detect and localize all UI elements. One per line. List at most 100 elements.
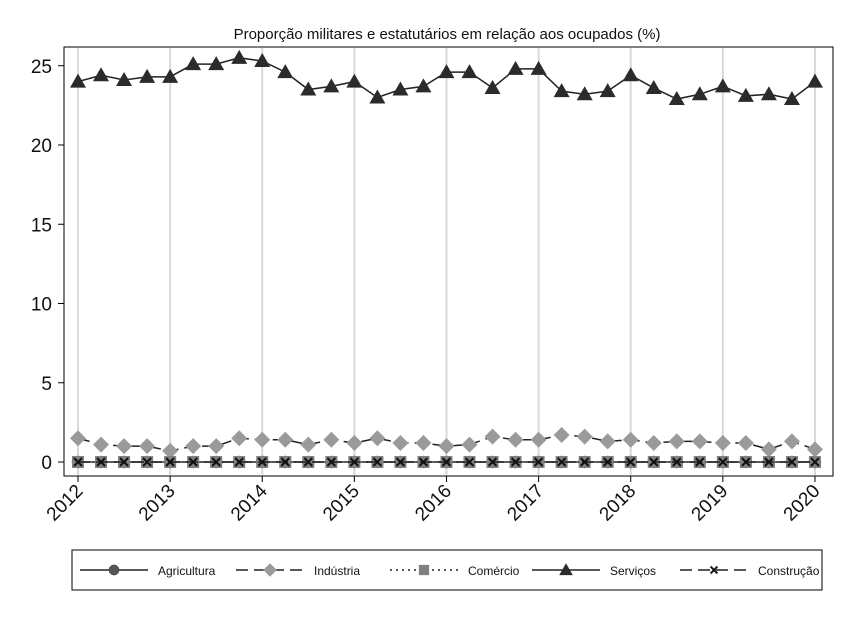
data-point [254,431,271,448]
data-point [783,433,800,450]
data-point [234,457,244,467]
data-point [622,431,639,448]
data-point [764,457,774,467]
data-point [441,457,452,467]
legend-label: Comércio [468,564,520,578]
legend-label: Serviços [610,564,656,578]
data-point [139,68,156,83]
y-tick-label: 10 [31,295,52,316]
legend-marker [108,564,120,576]
data-point [392,81,409,96]
data-point [70,430,86,447]
x-tick-label: 2017 [503,481,548,526]
data-point [116,72,133,87]
legend-item: Construção [680,564,820,578]
data-point [691,433,708,450]
legend: Agricultura Indústria Comércio Serviços Cons… [71,549,823,591]
data-point [484,79,501,94]
data-point [323,431,340,448]
data-point [672,457,682,467]
data-point [649,457,659,467]
legend-marker [418,564,430,576]
series-construção [73,457,820,467]
data-point [418,457,429,467]
data-point [510,457,521,467]
data-point [760,86,777,101]
series-indústria [70,427,823,459]
data-point [142,457,152,467]
legend-item: Indústria [236,563,360,578]
data-point [576,86,593,101]
data-point [556,457,567,467]
x-tick-label: 2012 [43,481,88,526]
data-point [185,438,202,455]
data-point [349,457,360,467]
data-point [415,434,432,451]
data-point [395,457,406,467]
data-point [787,457,797,467]
data-point [277,64,294,79]
data-point [714,434,731,451]
x-tick-label: 2014 [227,480,272,525]
legend-marker [263,563,277,577]
x-tick-label: 2019 [688,481,733,526]
data-point [737,87,754,102]
data-point [714,78,731,93]
data-point [415,78,432,93]
data-point [231,49,248,64]
data-point [783,91,800,106]
data-point [438,64,455,79]
data-point [602,457,613,467]
data-point [303,457,314,467]
data-point [530,431,547,448]
x-tick-label: 2015 [319,481,364,526]
data-point [507,431,524,448]
legend-label: Construção [758,564,820,578]
x-tick-label: 2013 [135,481,180,526]
data-point [372,457,383,467]
data-point [438,438,455,455]
series-serviços [70,49,823,106]
x-axis: 2012 2013 2014 2015 2016 2017 2018 2019 2020 [43,476,825,526]
data-point [392,434,409,451]
data-point [668,91,685,106]
y-tick-label: 20 [31,136,52,157]
data-point [93,67,110,82]
data-point [645,79,662,94]
x-tick-label: 2016 [411,481,456,526]
data-point [576,428,593,445]
data-point [645,434,662,451]
data-point [806,73,823,88]
data-point [599,83,616,98]
data-point [484,428,501,445]
data-point [300,436,317,453]
data-point [73,457,83,467]
data-point [326,457,337,467]
data-point [507,60,524,75]
data-point [93,436,110,453]
legend-box [71,549,823,591]
data-point [96,457,106,467]
data-point [346,73,363,88]
data-point [530,60,547,75]
data-point [116,438,133,455]
data-point [487,457,498,467]
data-point [737,434,754,451]
x-tick-label: 2020 [780,481,825,526]
y-tick-label: 25 [31,57,52,78]
data-point [806,441,823,458]
data-point [741,457,751,467]
data-point [254,52,271,67]
data-point [70,73,86,88]
legend-marker [559,563,573,576]
data-point [208,438,225,455]
legend-item: Agricultura [80,564,216,578]
legend-marker [709,565,719,575]
x-tick-label: 2018 [596,481,641,526]
legend-label: Indústria [314,564,360,578]
data-point [461,436,478,453]
legend-item: Comércio [390,564,520,578]
data-point [579,457,590,467]
data-point [211,457,221,467]
data-point [718,457,728,467]
